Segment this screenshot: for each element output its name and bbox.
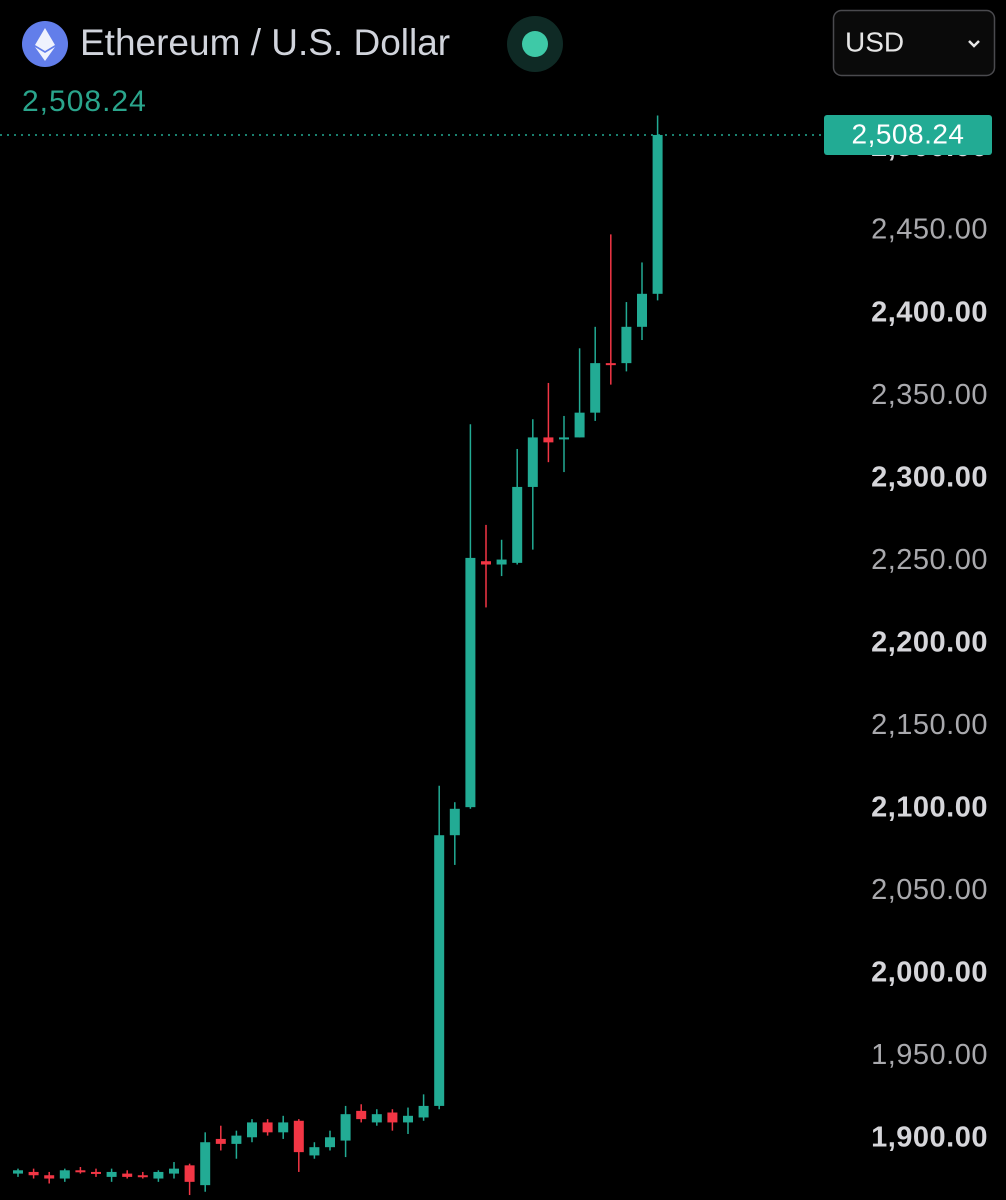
price-label-box: [824, 114, 992, 155]
candle-body: [278, 1122, 289, 1133]
currency-box[interactable]: [832, 9, 996, 77]
candle-body: [293, 1120, 304, 1153]
plot-area: [13, 115, 663, 1196]
y-tick-label: 2,450.00: [871, 214, 988, 246]
y-tick-label: 2,150.00: [871, 709, 988, 741]
candle-body: [340, 1114, 351, 1141]
candle-body: [527, 437, 538, 487]
y-tick-label: 1,900.00: [871, 1122, 988, 1154]
current-price: 2,508.24: [22, 85, 147, 118]
candle-body: [231, 1135, 242, 1144]
candle-body: [309, 1147, 320, 1156]
candle-body: [637, 293, 647, 327]
candle-body: [590, 363, 601, 413]
candle-body: [434, 835, 445, 1106]
dropdown-arrow[interactable]: [968, 40, 980, 48]
currency-label[interactable]: USD: [845, 26, 904, 57]
candle-body: [481, 561, 491, 565]
candle-body: [200, 1142, 211, 1186]
y-tick-label: 2,250.00: [871, 544, 988, 576]
candle-body: [137, 1175, 148, 1178]
overlay: 2,508.24: [0, 114, 992, 155]
candle-body: [262, 1122, 273, 1133]
candle-body: [106, 1171, 117, 1177]
candle-body: [153, 1171, 164, 1179]
candle-body: [418, 1105, 429, 1118]
candle-body: [44, 1175, 55, 1179]
candle-body: [91, 1171, 101, 1174]
y-tick-label: 2,400.00: [871, 296, 988, 328]
candle-body: [184, 1165, 195, 1182]
candle-body: [621, 326, 632, 364]
price-label: 2,508.24: [852, 118, 965, 149]
candle-body: [122, 1173, 133, 1177]
y-tick-label: 2,000.00: [871, 957, 988, 989]
y-tick-label: 2,200.00: [871, 626, 988, 658]
y-tick-label: 2,300.00: [871, 461, 988, 493]
candle-body: [403, 1115, 413, 1123]
price-axis: 1,900.00 1,950.00 2,000.00 2,050.00 2,100.00…: [871, 131, 988, 1154]
candle-body: [325, 1137, 335, 1148]
candle-body: [356, 1110, 367, 1120]
candle-body: [371, 1114, 382, 1123]
candle-body: [465, 557, 476, 808]
candle-body: [28, 1171, 39, 1176]
candle-body: [169, 1168, 179, 1174]
candle-body: [449, 808, 460, 836]
candle-body: [559, 437, 569, 440]
currency-select[interactable]: USD: [832, 9, 996, 77]
y-tick-label: 2,350.00: [871, 379, 988, 411]
candle-body: [605, 363, 616, 366]
status-dot: [522, 31, 548, 57]
candle-body: [247, 1122, 257, 1138]
candle-body: [574, 412, 585, 438]
candle-body: [512, 486, 523, 563]
candle-body: [652, 134, 663, 294]
y-tick-label: 1,950.00: [871, 1039, 988, 1071]
candle-body: [215, 1138, 226, 1144]
candle-body: [387, 1112, 398, 1123]
chart-title: Ethereum / U.S. Dollar: [80, 22, 450, 63]
y-tick-label: 2,100.00: [871, 791, 988, 823]
candle-body: [543, 437, 554, 443]
y-tick-label: 2,050.00: [871, 874, 988, 906]
candle-body: [59, 1170, 70, 1179]
candle-body: [75, 1170, 86, 1173]
candle-body: [13, 1170, 23, 1174]
eth-logo: [35, 28, 55, 61]
candle-body: [496, 559, 507, 565]
